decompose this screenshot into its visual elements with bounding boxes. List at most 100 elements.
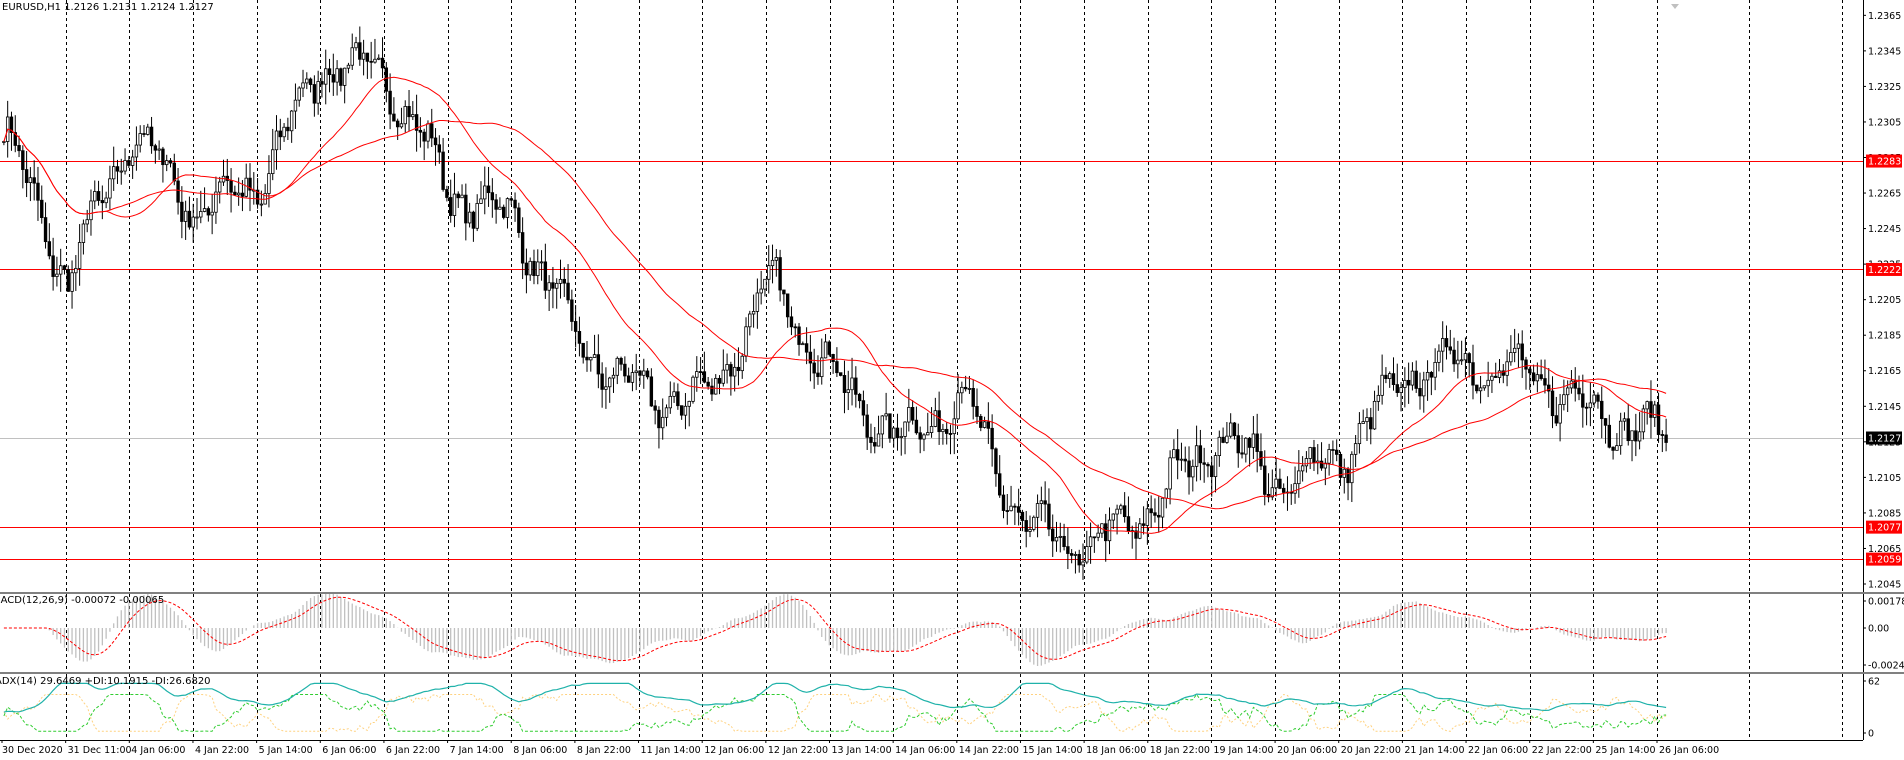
candle-body bbox=[740, 355, 744, 372]
candle-body bbox=[1141, 523, 1146, 526]
candle-body bbox=[1134, 530, 1138, 539]
candle-body bbox=[547, 282, 551, 291]
candle-body bbox=[456, 193, 460, 199]
candle-body bbox=[1153, 512, 1157, 516]
candle-body bbox=[558, 278, 563, 284]
candle-body bbox=[1361, 421, 1365, 424]
candle-body bbox=[551, 282, 555, 289]
plus-di-line bbox=[3, 693, 1667, 732]
candle-body bbox=[1149, 508, 1153, 514]
candle-body bbox=[816, 372, 820, 378]
candle-body bbox=[672, 391, 676, 397]
candle-body bbox=[191, 216, 195, 228]
time-tick-label: 15 Jan 14:00 bbox=[1022, 745, 1082, 756]
candle-body bbox=[884, 413, 888, 417]
macd-tick-label: 0.00 bbox=[1868, 624, 1889, 635]
candle-body bbox=[566, 282, 570, 301]
price-level-tag[interactable] bbox=[1866, 520, 1902, 534]
time-tick-label: 6 Jan 06:00 bbox=[322, 745, 376, 756]
candle-body bbox=[1202, 462, 1206, 465]
candle-body bbox=[1653, 404, 1657, 418]
candle-body bbox=[1357, 423, 1362, 445]
candle-body bbox=[282, 126, 286, 138]
candle-body bbox=[1111, 513, 1115, 521]
candle-body bbox=[89, 200, 93, 221]
time-tick-label: 4 Jan 22:00 bbox=[195, 745, 249, 756]
macd-signal-line bbox=[3, 596, 1667, 662]
candle-body bbox=[1388, 373, 1392, 379]
candle-body bbox=[1471, 362, 1475, 386]
candle-body bbox=[664, 407, 669, 418]
price-level-tag[interactable] bbox=[1866, 552, 1902, 566]
candle-body bbox=[1043, 500, 1047, 505]
candle-body bbox=[759, 288, 763, 294]
chart-frame bbox=[0, 0, 1904, 741]
candle-body bbox=[1312, 447, 1316, 464]
candle-body bbox=[1005, 510, 1009, 512]
candle-body bbox=[1168, 457, 1172, 490]
price-level-tag-label: 1.2077 bbox=[1868, 523, 1901, 534]
candle-body bbox=[479, 198, 483, 204]
candle-body bbox=[1554, 415, 1559, 424]
candle-body bbox=[854, 377, 858, 395]
macd-panel bbox=[3, 593, 1667, 666]
candle-body bbox=[695, 371, 699, 378]
candle-body bbox=[1584, 406, 1589, 409]
candle-body bbox=[1626, 418, 1630, 442]
candle-body bbox=[430, 123, 434, 139]
candle-body bbox=[403, 106, 407, 125]
candle-body bbox=[225, 175, 229, 181]
candle-body bbox=[1138, 523, 1142, 539]
candle-body bbox=[471, 211, 476, 229]
candle-body bbox=[1035, 503, 1040, 518]
candle-body bbox=[536, 261, 540, 276]
candle-body bbox=[467, 211, 472, 224]
candle-body bbox=[1664, 434, 1668, 443]
candle-body bbox=[1482, 385, 1487, 389]
candle-body bbox=[971, 388, 975, 407]
adx-line bbox=[3, 682, 1667, 713]
candle-body bbox=[960, 386, 964, 394]
candle-body bbox=[1645, 401, 1649, 410]
candle-body bbox=[350, 47, 354, 66]
candle-body bbox=[218, 181, 222, 193]
time-tick-label: 8 Jan 06:00 bbox=[513, 745, 567, 756]
price-tick-label: 1.2325 bbox=[1868, 82, 1901, 93]
candle-body bbox=[1088, 536, 1093, 547]
candle-body bbox=[1539, 374, 1543, 379]
candle-body bbox=[835, 361, 839, 374]
candle-body bbox=[1425, 371, 1430, 381]
candle-body bbox=[399, 123, 404, 128]
candle-body bbox=[604, 386, 608, 390]
candle-body bbox=[157, 148, 161, 151]
price-tick-label: 1.2365 bbox=[1868, 11, 1901, 22]
candle-body bbox=[1550, 390, 1555, 417]
candle-body bbox=[1486, 379, 1490, 387]
price-level-tag[interactable] bbox=[1866, 262, 1902, 276]
candle-body bbox=[899, 436, 903, 438]
candle-body bbox=[301, 82, 305, 89]
candle-body bbox=[21, 150, 25, 170]
horizontal-levels[interactable] bbox=[0, 161, 1863, 560]
candle-body bbox=[751, 311, 756, 315]
moving-average-fast bbox=[3, 76, 1667, 534]
candle-body bbox=[490, 192, 495, 201]
candle-body bbox=[1418, 388, 1422, 397]
candle-body bbox=[81, 223, 86, 243]
candle-body bbox=[202, 208, 207, 212]
candle-body bbox=[422, 131, 426, 142]
candle-body bbox=[70, 272, 74, 292]
candle-body bbox=[1600, 400, 1604, 419]
candle-body bbox=[1376, 394, 1381, 402]
candle-body bbox=[918, 432, 922, 440]
candle-body bbox=[1164, 488, 1169, 499]
candle-body bbox=[687, 400, 691, 407]
candle-body bbox=[513, 199, 517, 209]
price-level-tag[interactable] bbox=[1866, 154, 1902, 168]
candle-body bbox=[165, 160, 169, 166]
candle-body bbox=[47, 241, 52, 257]
candle-body bbox=[869, 436, 873, 443]
candle-body bbox=[339, 68, 343, 86]
candle-body bbox=[153, 145, 158, 151]
